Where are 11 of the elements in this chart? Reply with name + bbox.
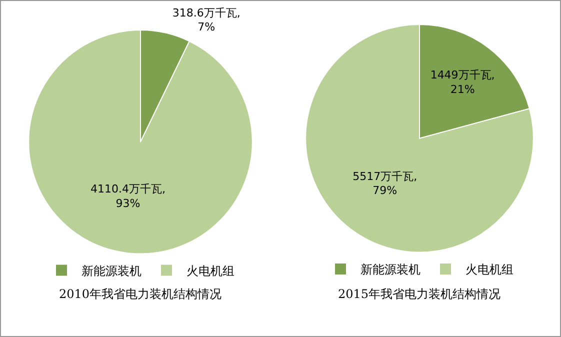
data-label: 318.6万千瓦, 7% — [172, 6, 240, 34]
text: 2010年我省电力装机结构情况 — [59, 287, 222, 301]
legend-label: 火电机组 — [186, 264, 234, 278]
legend-label: 新能源装机 — [360, 262, 420, 277]
pie-slice — [305, 24, 534, 253]
text: 2015年我省电力装机结构情况 — [338, 287, 501, 301]
data-label: 4110.4万千瓦, 93% — [90, 182, 166, 210]
legend-label: 火电机组 — [466, 262, 514, 277]
data-label: 1449万千瓦, 21% — [430, 68, 495, 96]
data-label: 5517万千瓦, 79% — [352, 170, 418, 198]
legend-label: 新能源装机 — [82, 264, 142, 278]
